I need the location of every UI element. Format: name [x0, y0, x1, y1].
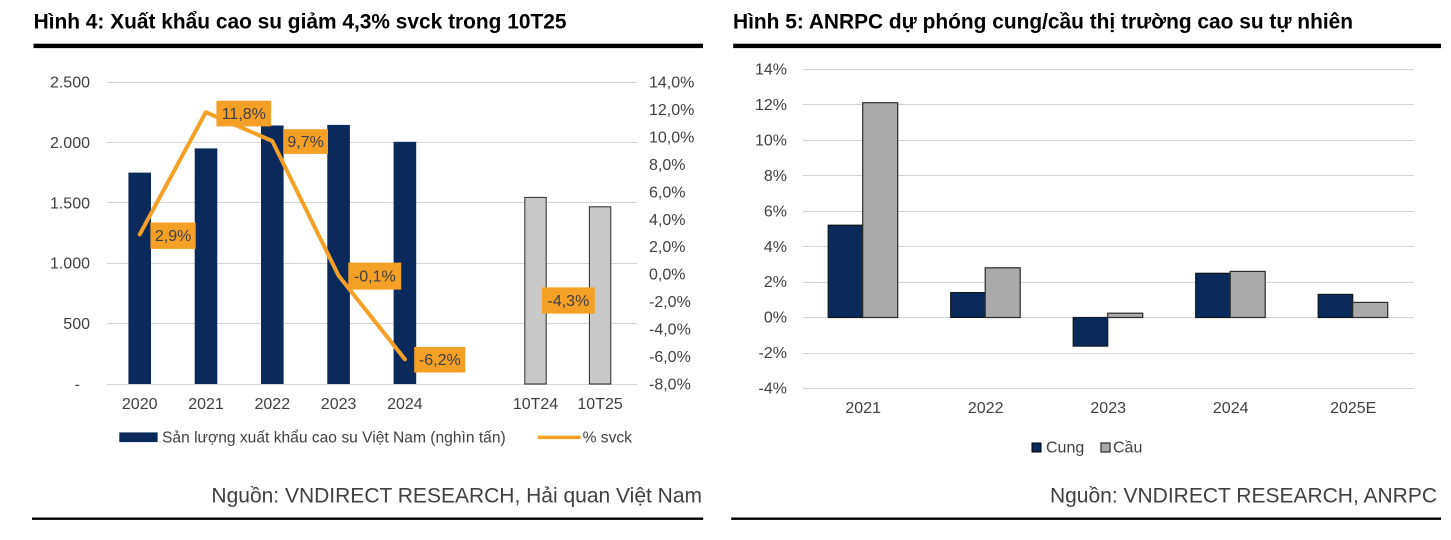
svg-text:2,0%: 2,0% — [649, 239, 685, 256]
svg-text:-4,0%: -4,0% — [649, 322, 691, 339]
svg-text:-4%: -4% — [759, 381, 787, 398]
svg-text:4%: 4% — [764, 239, 787, 256]
svg-text:Nguồn: VNDIRECT RESEARCH, Hải: Nguồn: VNDIRECT RESEARCH, Hải quan Việt … — [211, 485, 702, 508]
svg-text:0%: 0% — [764, 310, 787, 327]
svg-text:-: - — [75, 377, 80, 394]
svg-text:10,0%: 10,0% — [649, 129, 694, 146]
svg-text:2024: 2024 — [1213, 400, 1249, 417]
svg-text:2021: 2021 — [188, 396, 224, 413]
svg-text:-6,0%: -6,0% — [649, 349, 691, 366]
svg-text:4,0%: 4,0% — [649, 212, 685, 229]
svg-text:14,0%: 14,0% — [649, 75, 694, 92]
svg-text:2020: 2020 — [122, 396, 158, 413]
svg-text:2022: 2022 — [255, 396, 291, 413]
svg-text:-4,3%: -4,3% — [548, 293, 590, 310]
svg-text:Cầu: Cầu — [1113, 440, 1142, 457]
svg-text:14%: 14% — [755, 62, 787, 79]
svg-text:1.500: 1.500 — [50, 195, 90, 212]
svg-text:500: 500 — [63, 316, 90, 333]
svg-text:Hình 5: ANRPC dự phóng cung/cầ: Hình 5: ANRPC dự phóng cung/cầu thị trườ… — [733, 11, 1353, 34]
svg-text:2023: 2023 — [321, 396, 357, 413]
svg-text:Cung: Cung — [1046, 440, 1084, 457]
svg-text:2024: 2024 — [387, 396, 423, 413]
svg-text:-8,0%: -8,0% — [649, 377, 691, 394]
svg-text:-0,1%: -0,1% — [354, 269, 396, 286]
svg-text:2021: 2021 — [845, 400, 881, 417]
svg-text:% svck: % svck — [583, 429, 633, 446]
svg-text:2.500: 2.500 — [50, 75, 90, 92]
svg-text:12,0%: 12,0% — [649, 102, 694, 119]
svg-text:-2%: -2% — [759, 345, 787, 362]
svg-text:8,0%: 8,0% — [649, 157, 685, 174]
svg-text:8%: 8% — [764, 168, 787, 185]
svg-text:2023: 2023 — [1090, 400, 1126, 417]
svg-text:10T25: 10T25 — [577, 396, 622, 413]
svg-text:Sản lượng xuất khẩu cao su Việ: Sản lượng xuất khẩu cao su Việt Nam (ngh… — [162, 428, 506, 446]
svg-text:6%: 6% — [764, 203, 787, 220]
svg-text:1.000: 1.000 — [50, 256, 90, 273]
svg-text:10%: 10% — [755, 132, 787, 149]
svg-text:-2,0%: -2,0% — [649, 294, 691, 311]
svg-text:2%: 2% — [764, 274, 787, 291]
svg-text:Hình 4: Xuất khẩu cao su giảm: Hình 4: Xuất khẩu cao su giảm 4,3% svck … — [34, 11, 567, 34]
svg-text:9,7%: 9,7% — [287, 134, 323, 151]
svg-text:6,0%: 6,0% — [649, 184, 685, 201]
svg-text:2022: 2022 — [968, 400, 1004, 417]
svg-text:0,0%: 0,0% — [649, 267, 685, 284]
svg-text:10T24: 10T24 — [513, 396, 558, 413]
svg-text:-6,2%: -6,2% — [419, 352, 461, 369]
svg-text:12%: 12% — [755, 97, 787, 114]
svg-text:11,8%: 11,8% — [222, 106, 266, 123]
svg-text:2.000: 2.000 — [50, 135, 90, 152]
svg-text:2025E: 2025E — [1330, 400, 1376, 417]
svg-text:Nguồn: VNDIRECT RESEARCH, ANRP: Nguồn: VNDIRECT RESEARCH, ANRPC — [1050, 485, 1437, 508]
svg-text:2,9%: 2,9% — [155, 228, 191, 245]
